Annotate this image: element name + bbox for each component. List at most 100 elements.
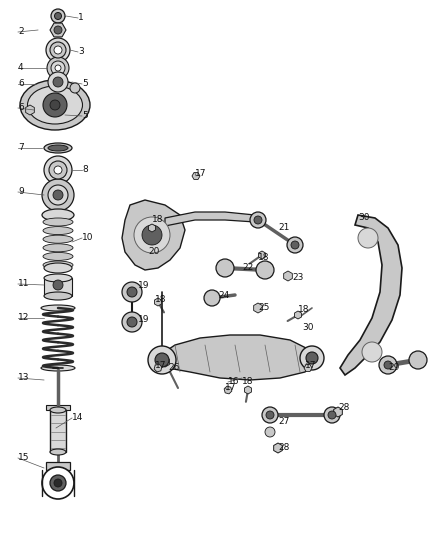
Circle shape: [262, 407, 278, 423]
Text: 18: 18: [152, 215, 163, 224]
Text: 5: 5: [82, 111, 88, 120]
Circle shape: [256, 261, 274, 279]
Text: 3: 3: [78, 47, 84, 56]
Bar: [50, 410, 66, 452]
Polygon shape: [334, 407, 343, 417]
Circle shape: [50, 475, 66, 491]
Polygon shape: [155, 298, 162, 306]
Ellipse shape: [41, 305, 75, 311]
Bar: [46, 405, 70, 410]
Text: 18: 18: [242, 377, 254, 386]
Text: 14: 14: [72, 414, 83, 423]
Circle shape: [47, 57, 69, 79]
Circle shape: [46, 38, 70, 62]
Circle shape: [51, 9, 65, 23]
Circle shape: [287, 237, 303, 253]
Polygon shape: [244, 386, 251, 394]
Text: 28: 28: [338, 403, 350, 413]
Circle shape: [324, 407, 340, 423]
Polygon shape: [224, 386, 232, 394]
Polygon shape: [274, 443, 283, 453]
Text: 17: 17: [305, 360, 317, 369]
Text: 5: 5: [82, 79, 88, 88]
Polygon shape: [294, 311, 301, 319]
Polygon shape: [340, 215, 402, 375]
Text: 30: 30: [358, 214, 370, 222]
Ellipse shape: [28, 86, 82, 124]
Ellipse shape: [43, 261, 73, 269]
Text: 18: 18: [258, 254, 269, 262]
Circle shape: [51, 61, 65, 75]
Circle shape: [53, 280, 63, 290]
Text: 26: 26: [168, 364, 180, 373]
Circle shape: [42, 467, 74, 499]
Text: 18: 18: [298, 305, 310, 314]
Circle shape: [42, 179, 74, 211]
Text: 29: 29: [388, 364, 399, 373]
Ellipse shape: [44, 263, 72, 273]
Circle shape: [48, 72, 68, 92]
Text: 30: 30: [302, 324, 314, 333]
Polygon shape: [50, 23, 66, 37]
Text: 11: 11: [18, 279, 29, 288]
Circle shape: [291, 241, 299, 249]
Circle shape: [55, 65, 61, 71]
Circle shape: [54, 479, 62, 487]
Circle shape: [50, 42, 66, 58]
Polygon shape: [165, 212, 255, 226]
Text: 8: 8: [82, 166, 88, 174]
Ellipse shape: [44, 274, 72, 282]
Text: 22: 22: [242, 263, 253, 272]
Circle shape: [155, 353, 169, 367]
Polygon shape: [154, 364, 162, 372]
Text: 10: 10: [82, 233, 93, 243]
Ellipse shape: [44, 143, 72, 153]
Circle shape: [266, 411, 274, 419]
Circle shape: [54, 26, 62, 34]
Circle shape: [250, 212, 266, 228]
Circle shape: [127, 287, 137, 297]
Ellipse shape: [41, 365, 75, 371]
Ellipse shape: [50, 449, 66, 455]
Text: 15: 15: [18, 454, 29, 463]
Circle shape: [379, 356, 397, 374]
Ellipse shape: [43, 235, 73, 243]
Text: 18: 18: [155, 295, 166, 304]
Circle shape: [328, 411, 336, 419]
Circle shape: [216, 259, 234, 277]
Circle shape: [122, 312, 142, 332]
Circle shape: [53, 190, 63, 200]
Polygon shape: [148, 224, 155, 232]
Polygon shape: [122, 200, 185, 270]
Ellipse shape: [20, 80, 90, 130]
Text: 21: 21: [278, 223, 290, 232]
Text: 20: 20: [148, 247, 159, 256]
Circle shape: [148, 346, 176, 374]
Circle shape: [142, 225, 162, 245]
Ellipse shape: [43, 253, 73, 261]
Ellipse shape: [48, 145, 68, 151]
Text: 28: 28: [278, 443, 290, 453]
Bar: [46, 462, 70, 470]
Circle shape: [44, 156, 72, 184]
Text: 17: 17: [195, 168, 206, 177]
Circle shape: [49, 161, 67, 179]
Circle shape: [265, 427, 275, 437]
Circle shape: [54, 166, 62, 174]
Text: 12: 12: [18, 313, 29, 322]
Polygon shape: [161, 357, 170, 367]
Text: 17: 17: [225, 384, 237, 392]
Polygon shape: [284, 271, 292, 281]
Circle shape: [54, 12, 61, 20]
Text: 23: 23: [292, 273, 304, 282]
Circle shape: [127, 317, 137, 327]
Ellipse shape: [50, 407, 66, 413]
Circle shape: [204, 290, 220, 306]
Text: 19: 19: [138, 280, 149, 289]
Text: 27: 27: [278, 417, 290, 426]
Polygon shape: [26, 105, 34, 115]
Circle shape: [300, 346, 324, 370]
Circle shape: [134, 217, 170, 253]
Text: 25: 25: [258, 303, 269, 312]
Text: 6: 6: [18, 79, 24, 88]
